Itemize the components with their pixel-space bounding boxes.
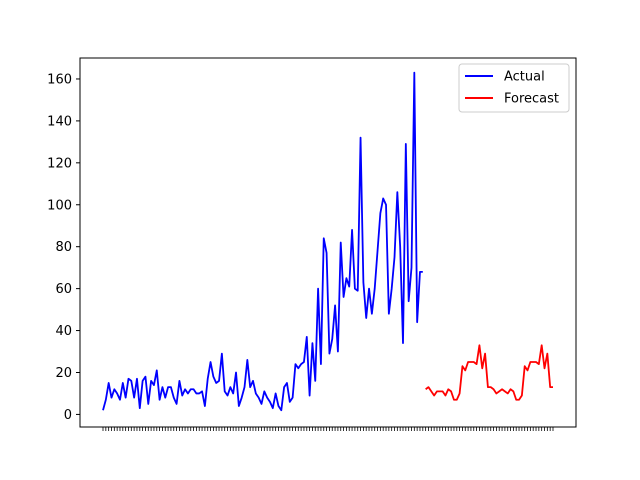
y-tick-label: 160 [47, 72, 72, 87]
legend: Actual Forecast [458, 63, 570, 113]
legend-label-forecast: Forecast [504, 92, 559, 107]
y-tick-label: 100 [47, 198, 72, 213]
x-axis [102, 427, 554, 431]
y-axis: 0 20 40 60 80 100 120 140 160 [47, 72, 80, 423]
series-layer [102, 71, 553, 412]
plot-frame [79, 57, 577, 428]
y-tick-label: 0 [64, 408, 72, 423]
y-tick-label: 40 [55, 324, 72, 339]
y-tick-label: 120 [47, 156, 72, 171]
series-line-actual [102, 71, 423, 412]
y-tick-label: 80 [55, 240, 72, 255]
y-tick-label: 140 [47, 114, 72, 129]
series-line-forecast [425, 344, 553, 401]
y-tick-label: 20 [55, 366, 72, 381]
y-tick-label: 60 [55, 282, 72, 297]
legend-label-actual: Actual [504, 70, 545, 85]
